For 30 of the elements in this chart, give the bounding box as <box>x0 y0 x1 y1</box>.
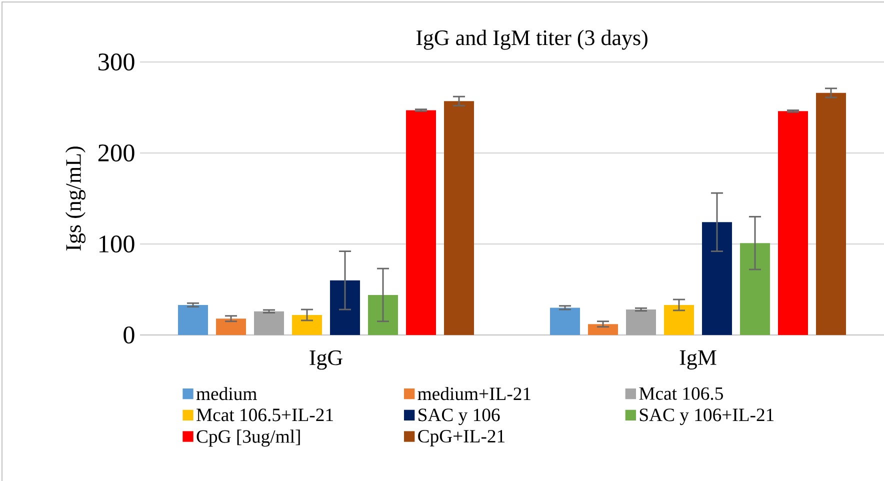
bar <box>778 111 808 335</box>
bar <box>216 318 246 335</box>
legend-label: medium+IL-21 <box>418 386 530 400</box>
y-tick-label: 0 <box>124 326 134 344</box>
y-tick-label: 100 <box>100 235 134 253</box>
bar <box>254 311 284 335</box>
bar <box>292 314 322 335</box>
legend-label: Mcat 106.5+IL-21 <box>196 408 333 422</box>
bar <box>588 324 618 335</box>
bar <box>664 304 694 335</box>
bar <box>444 101 474 335</box>
x-tick-label: IgG <box>310 350 342 370</box>
legend-label: SAC y 106 <box>418 408 500 426</box>
legend-label: Mcat 106.5 <box>639 387 723 400</box>
legend-label: medium <box>196 386 257 400</box>
bar <box>550 308 580 335</box>
y-tick-label: 300 <box>98 53 134 71</box>
bar <box>740 243 770 335</box>
legend-label: CpG [3ug/ml] <box>196 430 300 447</box>
legend-label: SAC y 106+IL-21 <box>640 408 774 426</box>
bar <box>178 304 208 335</box>
y-tick-label: 200 <box>98 144 134 162</box>
chart-title: IgG and IgM titer (3 days) <box>416 30 648 50</box>
legend-label: CpG+IL-21 <box>418 430 505 446</box>
x-tick-label: IgM <box>680 350 716 370</box>
bar <box>702 222 732 335</box>
bar <box>816 92 846 335</box>
y-axis-title: Igs (ng/mL) <box>65 146 86 251</box>
bar <box>626 310 656 335</box>
bar <box>406 110 436 335</box>
